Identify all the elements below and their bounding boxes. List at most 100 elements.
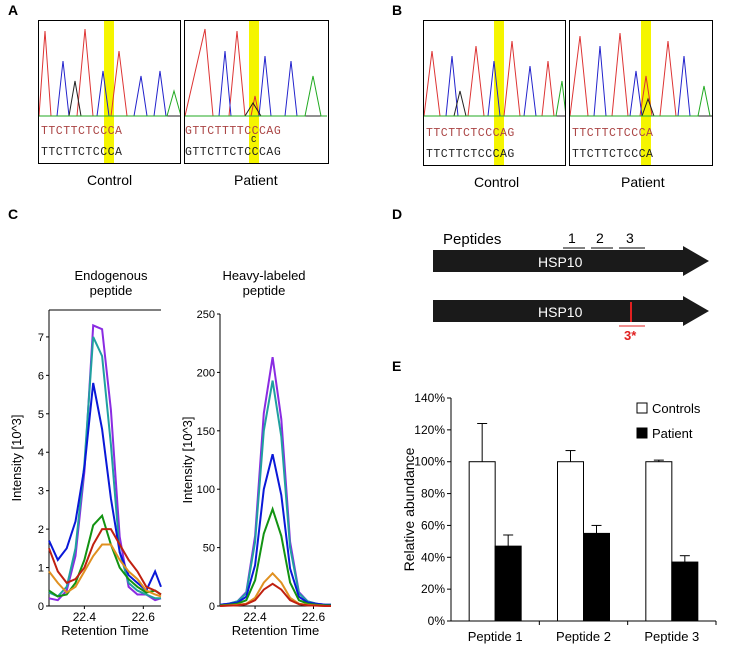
title-line: Endogenous [74,268,148,283]
sequence-bottom: TTCTTCTCCCA [41,146,123,159]
y-tick-label: 100% [414,455,445,469]
patient-caption: Patient [621,174,665,190]
control-caption: Control [474,174,520,190]
y-tick-label: 60% [421,518,445,532]
y-tick-label: 40% [421,550,445,564]
y-axis-label: Relative abundance [401,447,417,571]
series-line-purple [48,323,162,602]
series-line-orange [48,543,162,598]
panel-d-label: D [392,206,403,222]
title-line: peptide [89,283,133,298]
y-tick-label: 4 [38,447,44,459]
bar-patient [494,545,522,622]
panel-c-label: C [8,206,19,222]
sequence-top: TTCTTCTCCCA [41,125,123,138]
hsp10-label: HSP10 [538,304,583,320]
chromatogram-trace [424,40,565,117]
y-tick-label: 50 [203,543,215,555]
hsp10-diagram: Peptides 1 2 3 HSP10 HSP10 3* [433,230,709,343]
x-tick-label: 22.6 [302,610,326,624]
series-line-teal [219,380,331,606]
bar-controls [557,461,584,622]
x-axis-label: Retention Time [232,623,319,638]
y-tick-label: 3 [38,486,44,498]
sequence-top: TTCTTCTCCCAG [426,127,515,140]
x-tick-label: 22.6 [132,610,156,624]
legend-label: Controls [652,401,701,416]
x-axis-label: Retention Time [61,623,148,638]
panel-b-patient-chromatogram: TTCTTCTCCCA TTCTTCTCCCA [569,20,713,166]
title-line: Heavy-labeled [222,268,306,283]
sequence-bottom: TTCTTCTCCCAG [426,148,515,161]
sequence-top: GTTCTTTTCCCAG [185,125,282,138]
peptides-label: Peptides [443,231,501,248]
legend-label: Patient [652,426,693,441]
panel-e-label: E [392,358,402,374]
y-tick-label: 140% [414,391,445,405]
hsp10-label: HSP10 [538,254,583,270]
title-line: peptide [242,283,286,298]
y-tick-label: 1 [38,563,44,575]
series-line-teal [48,336,161,600]
series-line-red [48,528,162,596]
y-tick-label: 0 [209,601,215,613]
y-tick-label: 250 [197,309,215,321]
y-tick-label: 20% [421,582,445,596]
heavy-labeled-title: Heavy-labeled peptide [214,268,314,298]
series-line-green [219,506,331,607]
hsp10-arrow-wildtype [433,246,709,276]
mutation-highlight [641,21,651,165]
y-tick-label: 120% [414,423,445,437]
chromatogram-trace [39,28,180,117]
peptide-number: 3 [626,230,634,246]
panel-a-patient-chromatogram: GTTCTTTTCCCAG GTTCTTCTCCCAG C [184,20,329,164]
endogenous-title: Endogenous peptide [66,268,156,298]
mutation-highlight [494,21,504,165]
relative-abundance-chart: 0% 20% 40% 60% 80% 100% 120% 140% Relative abund… [401,391,717,644]
chromatogram-trace [570,32,712,117]
patient-caption: Patient [234,172,278,188]
x-tick-label: Peptide 1 [468,629,523,644]
bar-patient [583,532,610,622]
y-tick-label: 7 [38,332,44,344]
peptide-number: 1 [568,230,576,246]
peptide-number: 2 [596,230,604,246]
series-line-blue [219,453,331,606]
control-caption: Control [87,172,133,188]
sequence-bottom: TTCTTCTCCCA [572,148,654,161]
series-line-red [219,582,331,607]
bar-controls [468,461,496,622]
heterozygous-base-top: C [251,135,257,145]
y-tick-label: 200 [197,367,215,379]
x-tick-label: 22.4 [243,610,267,624]
mutation-label: 3* [624,328,637,343]
legend-swatch [636,402,648,414]
x-tick-label: Peptide 3 [644,629,699,644]
x-tick-label: 22.4 [73,610,97,624]
y-tick-label: 150 [197,426,215,438]
panel-a-control-chromatogram: TTCTTCTCCCA TTCTTCTCCCA [38,20,181,164]
y-tick-label: 100 [197,484,215,496]
y-tick-label: 6 [38,370,44,382]
y-axis-label: Intensity [10^3] [180,416,195,503]
sequence-top: TTCTTCTCCCA [572,127,654,140]
series-line-blue [48,382,162,593]
bar-patient [671,561,699,622]
y-tick-label: 2 [38,524,44,536]
panel-b-control-chromatogram: TTCTTCTCCCAG TTCTTCTCCCAG [423,20,566,166]
hsp10-arrow-mutant [433,296,709,326]
panel-a-label: A [8,2,19,18]
mutation-highlight [249,21,259,163]
y-tick-label: 80% [421,487,445,501]
x-tick-label: Peptide 2 [556,629,611,644]
y-tick-label: 5 [38,409,44,421]
bar-controls [645,461,673,622]
y-axis-label: Intensity [10^3] [9,414,24,501]
sequence-bottom: GTTCTTCTCCCAG [185,146,282,159]
panel-b-label: B [392,2,403,18]
y-tick-label: 0% [428,614,446,628]
mutation-highlight [104,21,114,163]
y-tick-label: 0 [38,601,44,613]
